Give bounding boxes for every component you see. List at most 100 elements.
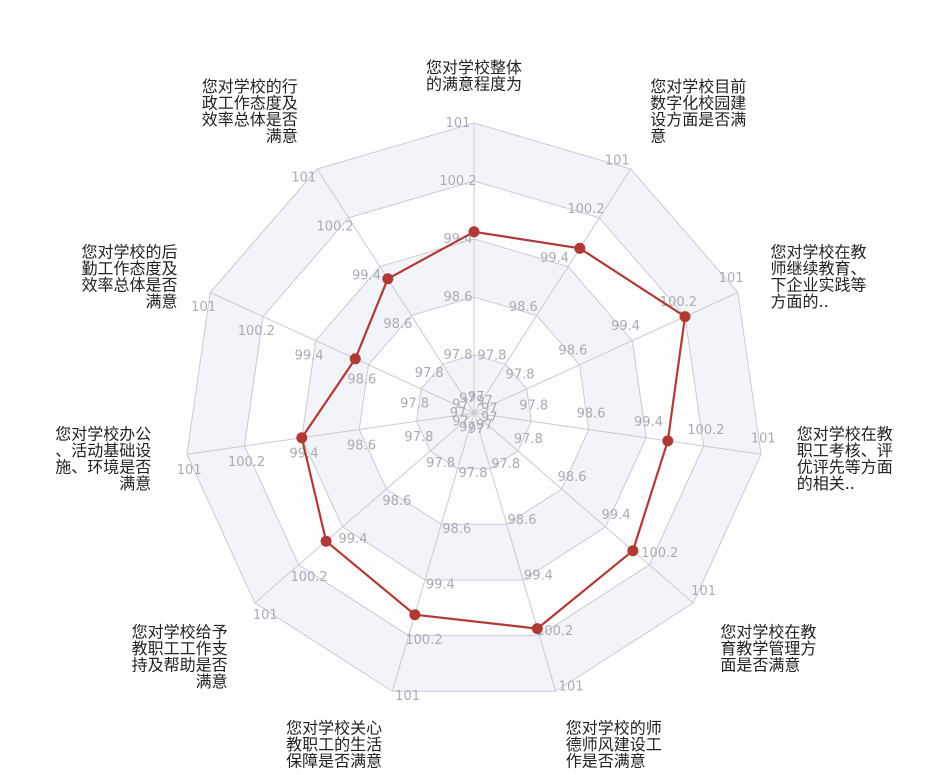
radar-tick-label: 100.2 [228,455,265,470]
radar-ring [243,180,705,637]
radar-tick-label: 98.6 [509,300,538,315]
radar-tick-label: 99.4 [602,508,631,523]
radar-tick-label: 98.6 [558,470,587,485]
radar-tick-label: 97 [468,390,485,405]
radar-tick-label: 101 [559,680,584,695]
radar-tick-label: 97.8 [444,348,473,363]
radar-data-point [531,623,543,635]
radar-data-point [296,432,308,444]
radar-tick-label: 101 [177,463,202,478]
radar-data-point [409,609,421,621]
radar-category-label: 您对学校在教职工考核、评优评先等方面的相关.. [797,424,893,493]
radar-tick-label: 98.6 [558,343,587,358]
radar-tick-label: 99.4 [524,568,553,583]
radar-ring [358,296,590,525]
radar-tick-label: 101 [253,608,278,623]
radar-category-label: 您对学校整体的满意程度为 [426,58,522,94]
radar-tick-label: 97 [481,411,498,426]
radar-tick-label: 101 [605,153,630,168]
radar-tick-label: 97.8 [491,457,520,472]
radar-tick-label: 100.2 [439,174,476,189]
radar-tick-label: 98.6 [383,317,412,332]
radar-tick-label: 97 [459,391,476,406]
radar-spoke [473,168,632,414]
radar-tick-label: 100.2 [567,202,604,217]
radar-spoke [473,412,762,455]
radar-tick-label: 97 [476,418,493,433]
radar-tick-label: 97.8 [506,367,535,382]
radar-tick-label: 97.8 [459,466,488,481]
radar-category-label: 您对学校关心教职工的生活保障是否满意 [286,719,382,771]
radar-data-point [349,353,361,365]
radar-tick-label: 98.6 [347,372,376,387]
radar-tick-label: 99.4 [290,447,319,462]
radar-tick-label: 100.2 [536,624,573,639]
radar-category-label: 您对学校目前数字化校园建设方面是否满意 [650,77,746,146]
radar-spoke [254,412,475,604]
radar-category-label: 您对学校的后勤工作态度及效率总体是否满意 [81,243,177,312]
radar-spoke [316,168,475,414]
radar-tick-label: 97 [450,406,467,421]
radar-spokes [186,123,762,692]
radar-tick-label: 97.8 [400,397,429,412]
radar-tick-label: 101 [719,271,744,286]
radar-tick-label: 100.2 [641,546,678,561]
radar-tick-label: 98.6 [577,407,606,422]
radar-tick-label: 97 [481,402,498,417]
radar-tick-label: 97.8 [426,456,455,471]
radar-spoke [209,292,475,414]
radar-spoke [391,412,475,692]
radar-tick-label: 99.4 [295,348,324,363]
radar-tick-label: 97.8 [514,432,543,447]
radar-tick-labels: 97 97.8 98.6 99.4 100.2 101 97 97.8 98.6 99.4 100.… [177,116,776,704]
radar-tick-label: 97 [452,397,469,412]
radar-tick-label: 97.8 [519,398,548,413]
radar-data-point [627,545,639,557]
radar-tick-label: 98.6 [508,513,537,528]
radar-data-point [662,435,674,447]
radar-tick-label: 100.2 [316,220,353,235]
radar-tick-label: 99.4 [339,532,368,547]
radar-tick-label: 97 [459,421,476,436]
radar-category-label: 您对学校给予教职工工作支持及帮助是否满意 [132,623,228,692]
radar-tick-label: 101 [691,584,716,599]
radar-ring [301,238,647,581]
radar-tick-label: 100.2 [238,324,275,339]
radar-tick-label: 99.4 [634,415,663,430]
radar-tick-label: 100.2 [290,570,327,585]
radar-category-label: 您对学校在教育教学管理方面是否满意 [720,623,816,675]
radar-data-point [320,535,332,547]
radar-tick-label: 99.4 [540,251,569,266]
radar-tick-label: 99.4 [426,578,455,593]
radar-spoke [473,292,739,414]
radar-category-label: 您对学校办公、活动基础设施、环境是否满意 [55,424,151,493]
radar-tick-label: 99.4 [611,319,640,334]
radar-tick-label: 101 [751,431,776,446]
radar-tick-label: 97 [468,422,485,437]
radar-category-label: 您对学校的行政工作态度及效率总体是否满意 [202,77,298,146]
radar-ring [186,122,762,692]
radar-category-label: 您对学校的师德师风建设工作是否满意 [566,719,662,771]
radar-tick-label: 101 [395,689,420,704]
radar-tick-label: 101 [191,300,216,315]
radar-tick-label: 97.8 [404,430,433,445]
radar-tick-label: 99.4 [352,268,381,283]
radar-data-point [574,242,586,254]
radar-spoke [186,412,475,455]
radar-data-point [679,311,691,323]
radar-spoke [473,412,557,692]
radar-series-line [300,230,687,630]
radar-tick-label: 101 [291,171,316,186]
radar-tick-label: 97 [452,415,469,430]
radar-tick-label: 98.6 [442,522,471,537]
radar-tick-label: 101 [446,116,471,131]
radar-tick-label: 97 [476,394,493,409]
radar-category-labels: 您对学校整体的满意程度为您对学校目前数字化校园建设方面是否满意您对学校在教师继续… [55,58,892,771]
radar-tick-label: 100.2 [405,633,442,648]
radar-tick-label: 100.2 [687,423,724,438]
radar-category-label: 您对学校在教师继续教育、下企业实践等方面的.. [771,243,867,312]
radar-data-point [382,273,394,285]
radar-tick-label: 98.6 [347,438,376,453]
radar-tick-label: 98.6 [444,290,473,305]
radar-ring [416,354,532,470]
